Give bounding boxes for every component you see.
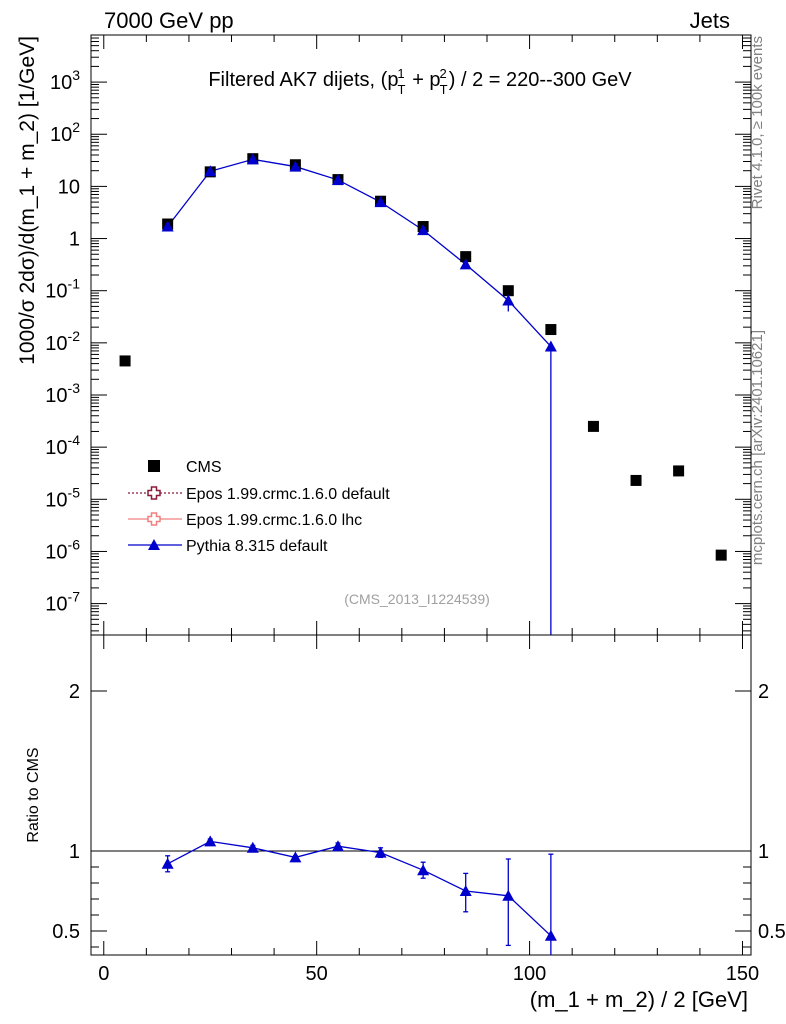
ratio-y-tick-label-left: 1 (69, 841, 80, 863)
ratio-pythia-point (374, 846, 387, 858)
legend-marker-epos-lhc (147, 512, 161, 526)
main-y-tick-label: 1 (69, 229, 80, 251)
ratio-pythia-point (502, 889, 515, 901)
ratio-pythia-point (289, 851, 302, 863)
main-y-tick-labels: 10-7 10-6 10-5 10-4 10-3 10-2 10-1 1 10 102 103 (45, 67, 80, 616)
ratio-axis-ticks (91, 635, 751, 955)
ratio-pythia-point (544, 929, 557, 941)
ratio-y-tick-label-right: 0.5 (758, 921, 786, 943)
main-y-tick-label: 10 (58, 176, 80, 198)
main-y-tick-label: 10-5 (45, 484, 80, 511)
ratio-plot-frame (90, 634, 752, 956)
pythia-point (161, 220, 174, 232)
main-title-suffix: / 2 = 220--300 GeV (461, 69, 632, 91)
legend: CMS Epos 1.99.crmc.1.6.0 default Epos 1.… (128, 459, 390, 555)
ratio-y-tick-label-left: 2 (69, 681, 80, 703)
cms-point (502, 285, 514, 297)
legend-label-epos-lhc: Epos 1.99.crmc.1.6.0 lhc (186, 512, 362, 529)
x-tick-label: 150 (726, 963, 759, 985)
main-plot-data (119, 153, 727, 635)
pythia-point (374, 196, 387, 208)
legend-marker-epos-default (147, 486, 161, 500)
ratio-pythia-point (331, 840, 344, 852)
cms-point (460, 251, 472, 263)
pythia-line (167, 158, 552, 347)
ratio-y-axis-label: Ratio to CMS (25, 747, 42, 842)
pythia-point (331, 173, 344, 185)
main-y-tick-label: 10-4 (45, 432, 80, 459)
header-right-label: Jets (690, 8, 730, 33)
cms-point (630, 474, 642, 486)
main-y-tick-label: 10-2 (45, 328, 80, 355)
ratio-y-tick-labels: 0.5 0.5 1 1 2 2 (52, 681, 786, 943)
legend-marker-cms (148, 460, 160, 472)
cms-point (673, 465, 685, 477)
cms-point (587, 420, 599, 432)
cms-point (545, 324, 557, 336)
ratio-pythia-point (459, 885, 472, 896)
ratio-pythia-point (246, 841, 259, 853)
analysis-watermark: (CMS_2013_I1224539) (344, 591, 490, 607)
main-y-axis-label: 1000/σ 2dσ)/d(m_1 + m_2) [1/GeV] (16, 36, 39, 365)
pythia-point (204, 165, 217, 177)
main-title: Filtered AK7 dijets, (pT1 + pT2) / 2 = 2… (208, 66, 632, 97)
main-y-tick-label: 102 (50, 119, 80, 146)
x-tick-label: 0 (98, 963, 109, 985)
ratio-plot-data (161, 835, 557, 955)
pythia-point (544, 340, 557, 352)
ratio-y-tick-label-left: 0.5 (52, 921, 80, 943)
main-y-tick-label: 10-1 (45, 276, 80, 303)
main-y-tick-label: 10-6 (45, 536, 80, 563)
ratio-pythia-point (417, 864, 430, 876)
pythia-point (459, 258, 472, 270)
legend-marker-pythia (148, 539, 160, 550)
main-axis-ticks (91, 34, 751, 635)
ratio-pythia-line (167, 840, 552, 937)
ratio-y-tick-label-right: 1 (758, 841, 769, 863)
main-y-tick-label: 103 (50, 67, 80, 94)
main-title-text: Filtered AK7 dijets (208, 69, 369, 91)
header-left-label: 7000 GeV pp (104, 8, 234, 33)
ratio-pythia-point (204, 835, 217, 847)
pythia-point (246, 153, 259, 165)
ratio-pythia-point (161, 857, 174, 869)
side-label-top: Rivet 4.1.0, ≥ 100k events (749, 36, 766, 209)
side-label-bottom: mcplots.cern.ch [arXiv:2401.10621] (749, 330, 766, 565)
pythia-point (417, 224, 430, 236)
pythia-point (502, 294, 515, 306)
x-tick-label: 50 (306, 963, 328, 985)
main-y-tick-label: 10-3 (45, 380, 80, 407)
main-y-tick-label: 10-7 (45, 589, 80, 616)
ratio-x-tick-labels: 0 50 100 150 (98, 963, 759, 985)
x-tick-label: 100 (513, 963, 546, 985)
legend-label-cms: CMS (186, 459, 222, 476)
legend-label-epos-default: Epos 1.99.crmc.1.6.0 default (186, 486, 390, 503)
cms-point (715, 549, 727, 561)
cms-point (119, 355, 131, 367)
ratio-y-tick-label-right: 2 (758, 681, 769, 703)
x-axis-label: (m_1 + m_2) / 2 [GeV] (530, 987, 748, 1012)
legend-label-pythia: Pythia 8.315 default (186, 538, 328, 555)
pythia-point (289, 160, 302, 172)
